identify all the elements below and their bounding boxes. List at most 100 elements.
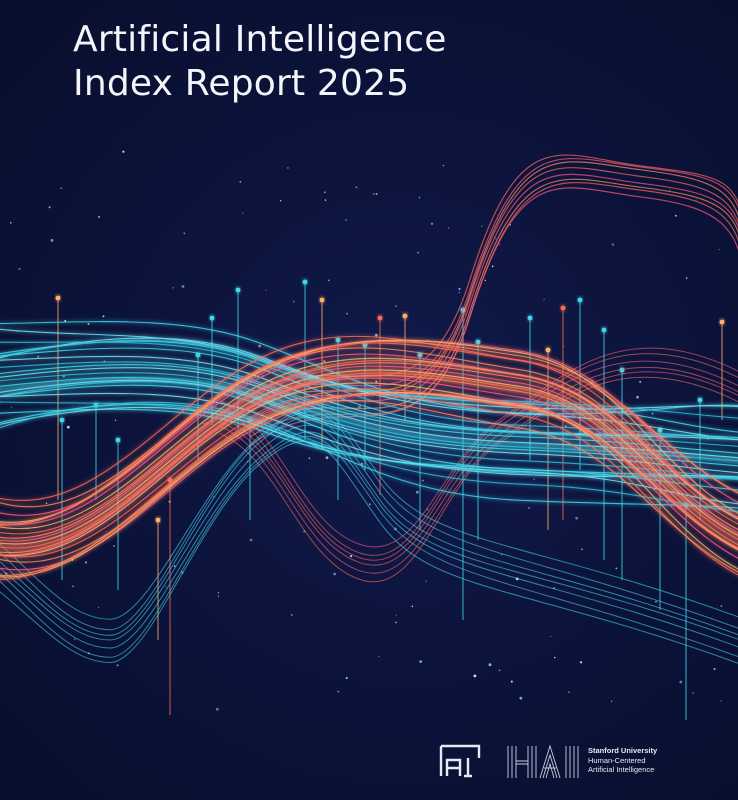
cyan-lower-line	[0, 407, 738, 620]
coral-arc-line	[249, 182, 738, 438]
cyan-wave-line	[0, 379, 738, 474]
light-dot	[195, 352, 201, 358]
star	[291, 614, 293, 616]
coral-wave-line	[0, 342, 738, 526]
light-dot	[209, 315, 215, 321]
star	[202, 422, 205, 425]
coral-wave-line	[0, 372, 738, 549]
star	[720, 700, 722, 702]
light-dot	[475, 339, 481, 345]
star	[181, 285, 185, 288]
star	[491, 265, 494, 268]
light-dot	[302, 279, 308, 285]
star	[64, 319, 67, 322]
star	[172, 287, 174, 289]
star	[346, 312, 348, 315]
star	[333, 572, 336, 576]
star	[395, 614, 398, 616]
star	[265, 289, 267, 291]
coral-wave-line	[0, 399, 738, 577]
coral-dip-line	[219, 353, 738, 556]
star	[360, 462, 364, 466]
cyan-wave-line	[0, 384, 738, 479]
coral-dip-line	[219, 367, 738, 566]
star	[498, 243, 501, 246]
star	[98, 606, 100, 608]
coral-wave-line	[0, 362, 738, 539]
star	[10, 406, 13, 409]
light-dot	[527, 315, 533, 321]
light-dot	[115, 437, 121, 443]
star-field	[0, 150, 733, 711]
star	[488, 663, 492, 667]
cyan-lower-line	[0, 411, 738, 631]
cyan-lower-line	[0, 440, 738, 664]
star	[543, 298, 545, 300]
light-dot	[560, 305, 566, 311]
coral-wave-line	[0, 382, 738, 557]
institution-name: Stanford University	[588, 746, 658, 755]
coral-arc-line	[249, 187, 738, 447]
star	[395, 305, 397, 307]
coral-wave-line	[0, 394, 738, 580]
coral-arc-line	[249, 173, 738, 423]
star	[122, 150, 125, 153]
star	[73, 638, 76, 641]
foreground-waves	[0, 321, 738, 580]
star	[495, 237, 497, 240]
star	[533, 478, 536, 481]
cyan-lower-line	[0, 431, 738, 649]
star	[217, 595, 220, 598]
coral-arc-line	[249, 178, 738, 429]
star	[484, 279, 487, 282]
star	[173, 565, 176, 567]
star	[242, 212, 244, 214]
star	[372, 193, 375, 195]
star	[417, 251, 419, 254]
star	[651, 412, 654, 415]
hai-institution-text: Stanford University Human-Centered Artif…	[588, 746, 657, 775]
star	[447, 227, 450, 229]
star	[368, 503, 371, 506]
star	[568, 691, 570, 693]
star	[324, 191, 326, 194]
star	[323, 360, 326, 363]
star	[113, 545, 115, 547]
coral-wave-line	[0, 391, 738, 571]
star	[215, 707, 219, 711]
coral-wave-line	[0, 391, 738, 578]
star	[308, 457, 311, 459]
coral-dip-line	[219, 376, 738, 583]
star	[324, 199, 327, 201]
star	[50, 239, 54, 242]
star	[419, 660, 423, 663]
star	[480, 225, 483, 228]
coral-wave-line	[0, 357, 738, 530]
star	[442, 164, 445, 167]
star	[636, 395, 639, 399]
star	[416, 490, 419, 494]
hai-wordmark-icon	[507, 744, 579, 779]
star	[411, 605, 414, 608]
star	[528, 507, 530, 509]
star	[45, 502, 48, 504]
institution-unit-line-1: Human-Centered	[588, 755, 646, 765]
report-title: Artificial Intelligence Index Report 202…	[73, 18, 447, 106]
star	[374, 333, 378, 337]
light-dot	[545, 347, 551, 353]
star	[430, 222, 434, 225]
star	[87, 322, 90, 326]
star	[358, 405, 361, 409]
star	[48, 206, 51, 209]
star	[611, 243, 615, 246]
coral-dip-line	[219, 347, 738, 548]
light-dot	[155, 517, 161, 523]
star	[679, 680, 683, 684]
coral-wave-line	[0, 374, 738, 553]
star	[9, 221, 12, 224]
star	[498, 669, 501, 672]
light-dot	[577, 297, 583, 303]
cyan-wave-line	[0, 341, 738, 419]
